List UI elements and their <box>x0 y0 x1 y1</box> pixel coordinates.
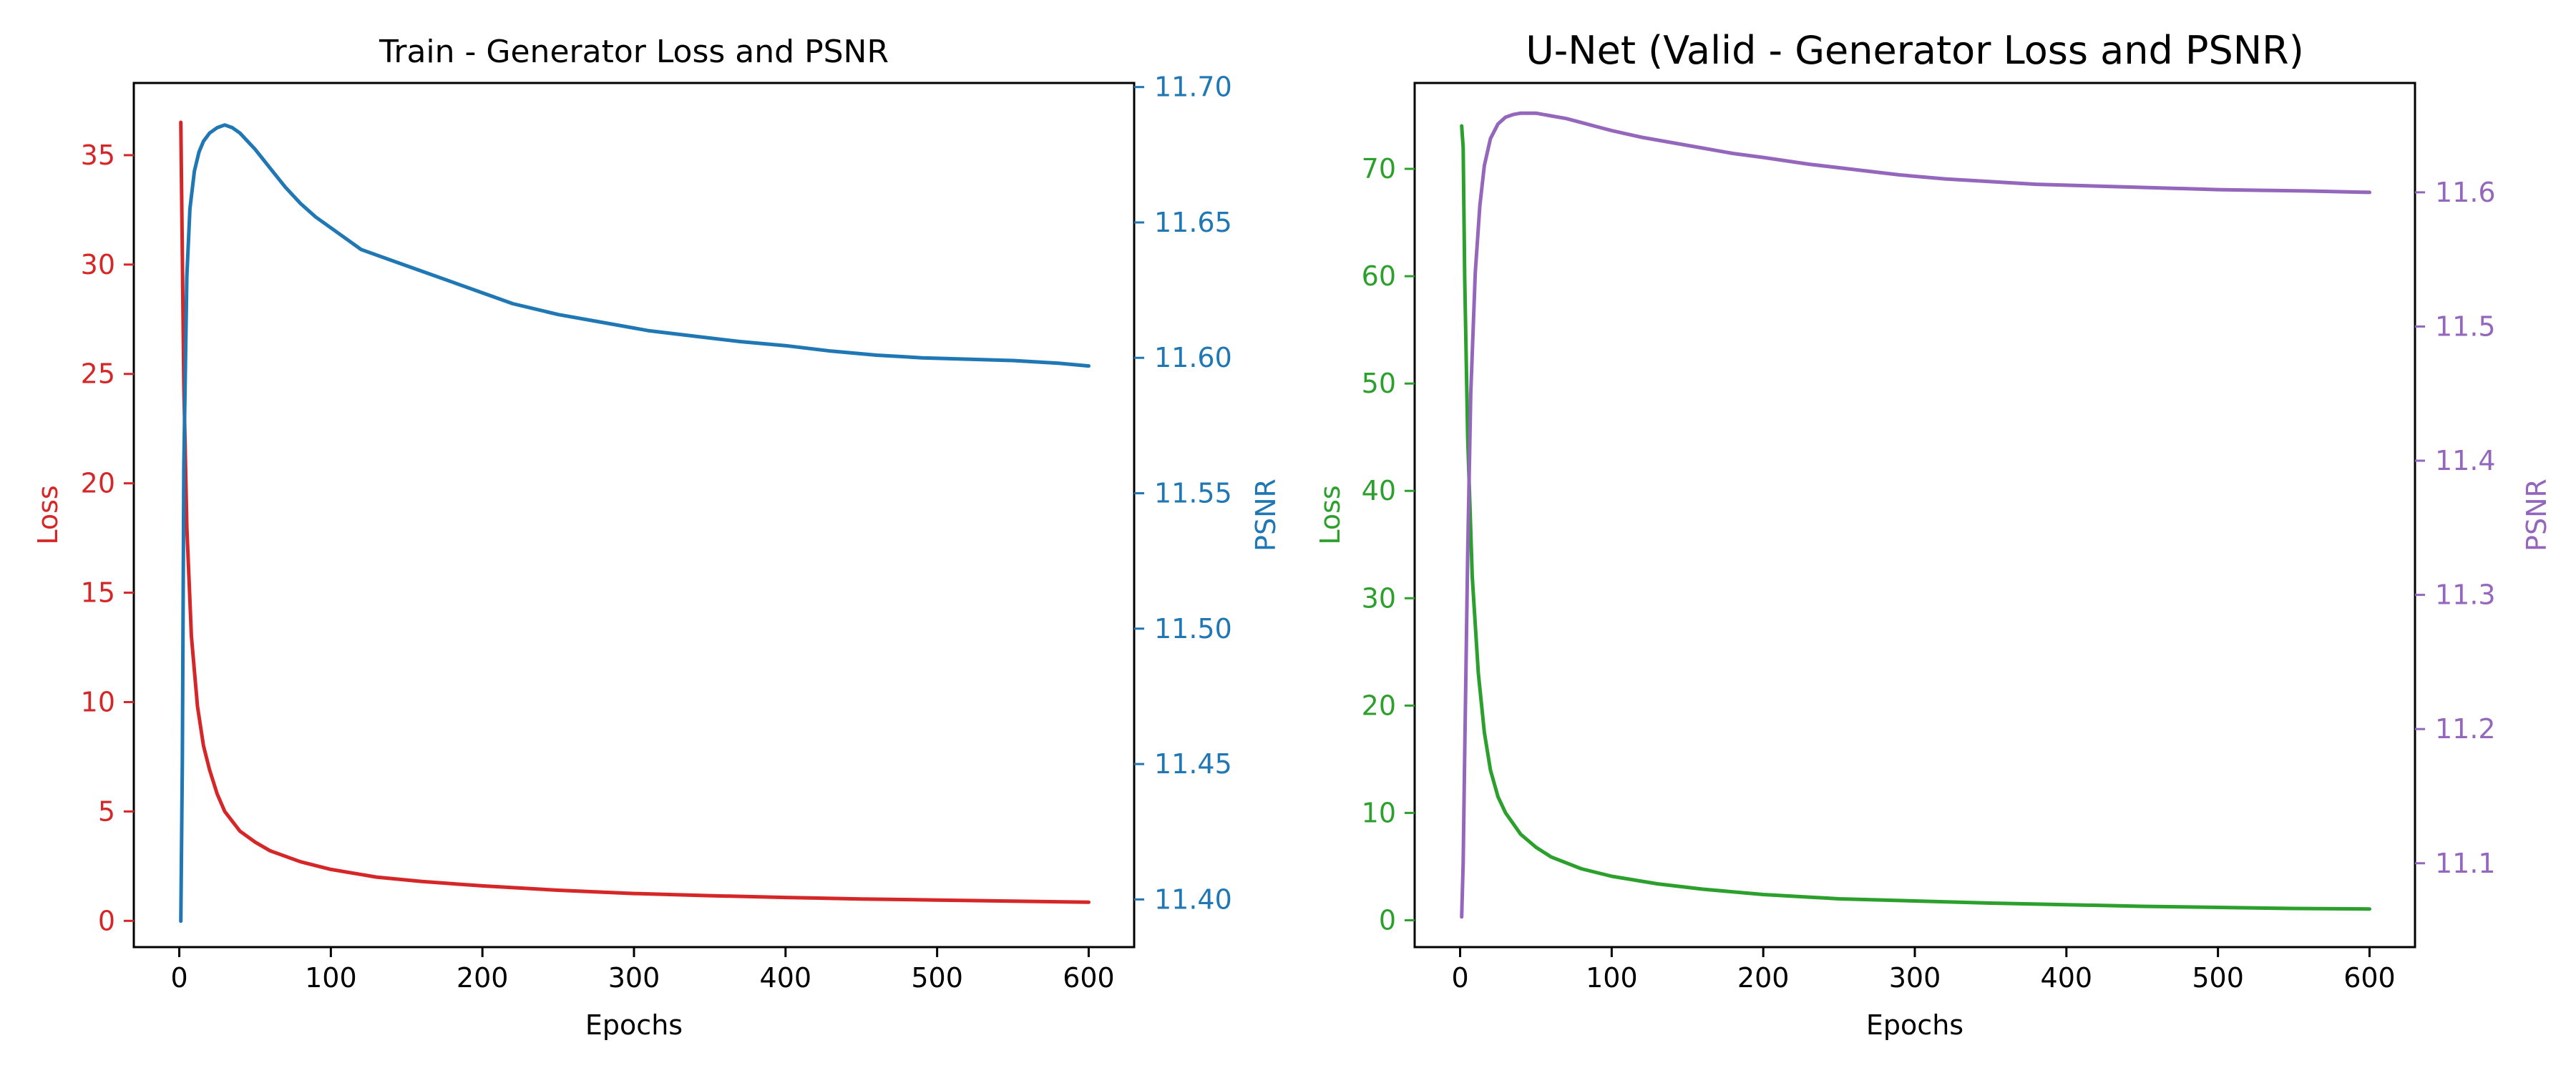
chart-title: U-Net (Valid - Generator Loss and PSNR) <box>1526 28 2304 73</box>
x-axis-label: Epochs <box>585 1009 683 1041</box>
y2-axis-label-psnr: PSNR <box>2521 479 2552 552</box>
y-tick-label: 10 <box>1362 797 1396 828</box>
y-tick-label: 10 <box>81 686 115 717</box>
y2-tick-label: 11.3 <box>2435 579 2496 611</box>
x-tick-label: 200 <box>1737 962 1790 994</box>
y2-tick-label: 11.60 <box>1154 342 1232 373</box>
x-tick-label: 200 <box>457 962 509 994</box>
y-tick-label: 0 <box>1379 904 1396 936</box>
y-tick-label: 60 <box>1362 260 1396 292</box>
y-tick-label: 30 <box>81 249 115 280</box>
x-tick-label: 0 <box>1451 962 1468 994</box>
y2-tick-label: 11.5 <box>2435 310 2496 342</box>
y-tick-label: 30 <box>1362 582 1396 614</box>
y-tick-label: 20 <box>81 468 115 499</box>
x-tick-label: 100 <box>1586 962 1638 994</box>
y-tick-label: 5 <box>98 795 115 827</box>
y2-tick-label: 11.2 <box>2435 713 2496 745</box>
y-axis-label-loss: Loss <box>32 485 64 544</box>
x-tick-label: 500 <box>2192 962 2244 994</box>
y2-tick-label: 11.6 <box>2435 177 2496 208</box>
loss-line <box>179 120 1091 904</box>
y-tick-label: 15 <box>81 577 115 609</box>
loss-line <box>1460 124 2371 911</box>
y-tick-label: 70 <box>1362 153 1396 185</box>
y2-tick-label: 11.70 <box>1154 72 1232 103</box>
series-layer <box>1460 111 2371 919</box>
y2-tick-label: 11.65 <box>1154 207 1232 238</box>
y2-tick-label: 11.50 <box>1154 613 1232 645</box>
y2-tick-label: 11.45 <box>1154 748 1232 780</box>
x-tick-label: 600 <box>1063 962 1115 994</box>
y2-axis-label-psnr: PSNR <box>1250 479 1282 552</box>
y2-tick-label: 11.40 <box>1154 883 1232 915</box>
x-tick-label: 0 <box>170 962 187 994</box>
y-tick-label: 50 <box>1362 368 1396 399</box>
x-tick-label: 600 <box>2343 962 2396 994</box>
x-tick-label: 400 <box>2041 962 2093 994</box>
x-tick-label: 500 <box>911 962 963 994</box>
x-tick-label: 300 <box>1889 962 1941 994</box>
x-axis-label: Epochs <box>1866 1009 1963 1041</box>
psnr-line <box>179 123 1091 923</box>
y-tick-label: 35 <box>81 139 115 171</box>
chart-panel-train: 0 100 200 300 400 500 600 0 5 10 15 20 25 30 35 11.40 11… <box>32 34 1282 1041</box>
x-tick-label: 100 <box>305 962 357 994</box>
x-tick-label: 400 <box>760 962 812 994</box>
chart-title: Train - Generator Loss and PSNR <box>379 34 889 70</box>
y2-tick-label: 11.1 <box>2435 848 2496 879</box>
chart-panel-unet-valid: 0 100 200 300 400 500 600 0 10 20 30 40 50 60 70 11.1 11… <box>1314 28 2552 1041</box>
y-tick-label: 25 <box>81 358 115 390</box>
psnr-line <box>1460 111 2371 919</box>
y-tick-label: 20 <box>1362 690 1396 721</box>
tick-layer: 0 100 200 300 400 500 600 0 10 20 30 40 50 60 70 11.1 11… <box>1362 153 2496 994</box>
y2-tick-label: 11.4 <box>2435 445 2496 476</box>
y-tick-label: 40 <box>1362 475 1396 506</box>
y-tick-label: 0 <box>98 905 115 936</box>
tick-layer: 0 100 200 300 400 500 600 0 5 10 15 20 25 30 35 11.40 11… <box>81 72 1232 994</box>
y2-tick-label: 11.55 <box>1154 478 1232 509</box>
series-layer <box>179 120 1091 923</box>
y-axis-label-loss: Loss <box>1314 485 1346 544</box>
x-tick-label: 300 <box>608 962 660 994</box>
